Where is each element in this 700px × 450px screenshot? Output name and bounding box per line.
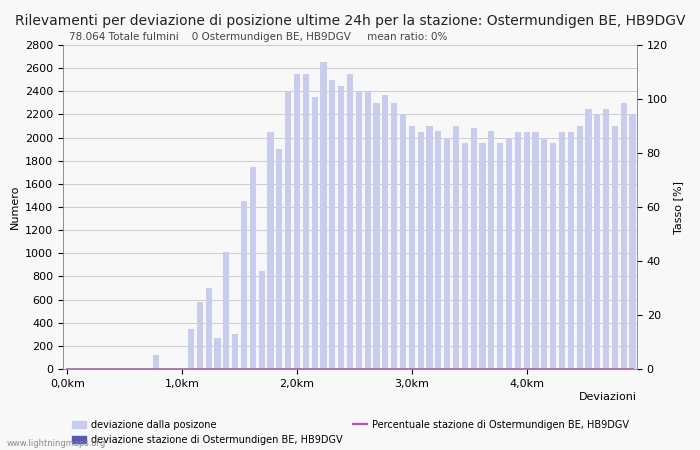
Bar bbox=[241, 201, 247, 369]
Bar bbox=[382, 95, 389, 369]
Bar bbox=[409, 126, 415, 369]
Bar bbox=[188, 328, 194, 369]
Bar bbox=[577, 126, 582, 369]
Bar bbox=[329, 80, 335, 369]
Bar bbox=[267, 132, 274, 369]
Bar bbox=[214, 338, 220, 369]
Bar bbox=[338, 86, 344, 369]
Bar bbox=[347, 74, 353, 369]
Bar bbox=[444, 138, 450, 369]
Bar bbox=[488, 130, 494, 369]
Bar bbox=[435, 130, 442, 369]
Bar bbox=[232, 334, 238, 369]
Text: Deviazioni: Deviazioni bbox=[579, 392, 637, 402]
Bar bbox=[373, 103, 379, 369]
Bar bbox=[603, 108, 609, 369]
Bar bbox=[285, 91, 291, 369]
Bar bbox=[453, 126, 459, 369]
Bar bbox=[524, 132, 530, 369]
Bar bbox=[294, 74, 300, 369]
Bar bbox=[426, 126, 433, 369]
Bar bbox=[612, 126, 618, 369]
Bar bbox=[480, 144, 486, 369]
Bar bbox=[550, 144, 556, 369]
Y-axis label: Tasso [%]: Tasso [%] bbox=[673, 180, 683, 234]
Y-axis label: Numero: Numero bbox=[10, 185, 20, 229]
Legend: deviazione dalla posizone, deviazione stazione di Ostermundigen BE, HB9DGV, Perc: deviazione dalla posizone, deviazione st… bbox=[68, 416, 633, 449]
Text: 78.064 Totale fulmini    0 Ostermundigen BE, HB9DGV     mean ratio: 0%: 78.064 Totale fulmini 0 Ostermundigen BE… bbox=[69, 32, 447, 42]
Bar bbox=[365, 91, 371, 369]
Bar bbox=[418, 132, 424, 369]
Text: www.lightningmaps.org: www.lightningmaps.org bbox=[7, 439, 106, 448]
Bar bbox=[250, 166, 256, 369]
Bar bbox=[391, 103, 397, 369]
Bar bbox=[312, 97, 318, 369]
Bar bbox=[258, 270, 265, 369]
Bar bbox=[533, 132, 538, 369]
Bar bbox=[153, 355, 159, 369]
Bar bbox=[506, 138, 512, 369]
Bar bbox=[621, 103, 626, 369]
Bar bbox=[541, 138, 547, 369]
Bar bbox=[594, 114, 601, 369]
Bar bbox=[470, 128, 477, 369]
Bar bbox=[400, 114, 406, 369]
Bar bbox=[497, 144, 503, 369]
Bar bbox=[276, 149, 282, 369]
Bar bbox=[559, 132, 565, 369]
Bar bbox=[303, 74, 309, 369]
Bar bbox=[629, 114, 636, 369]
Bar bbox=[321, 63, 327, 369]
Bar bbox=[585, 108, 591, 369]
Bar bbox=[206, 288, 212, 369]
Bar bbox=[462, 144, 468, 369]
Bar bbox=[568, 132, 574, 369]
Bar bbox=[223, 252, 230, 369]
Text: Rilevamenti per deviazione di posizione ultime 24h per la stazione: Ostermundige: Rilevamenti per deviazione di posizione … bbox=[15, 14, 685, 27]
Bar bbox=[197, 302, 203, 369]
Bar bbox=[514, 132, 521, 369]
Bar bbox=[356, 91, 362, 369]
